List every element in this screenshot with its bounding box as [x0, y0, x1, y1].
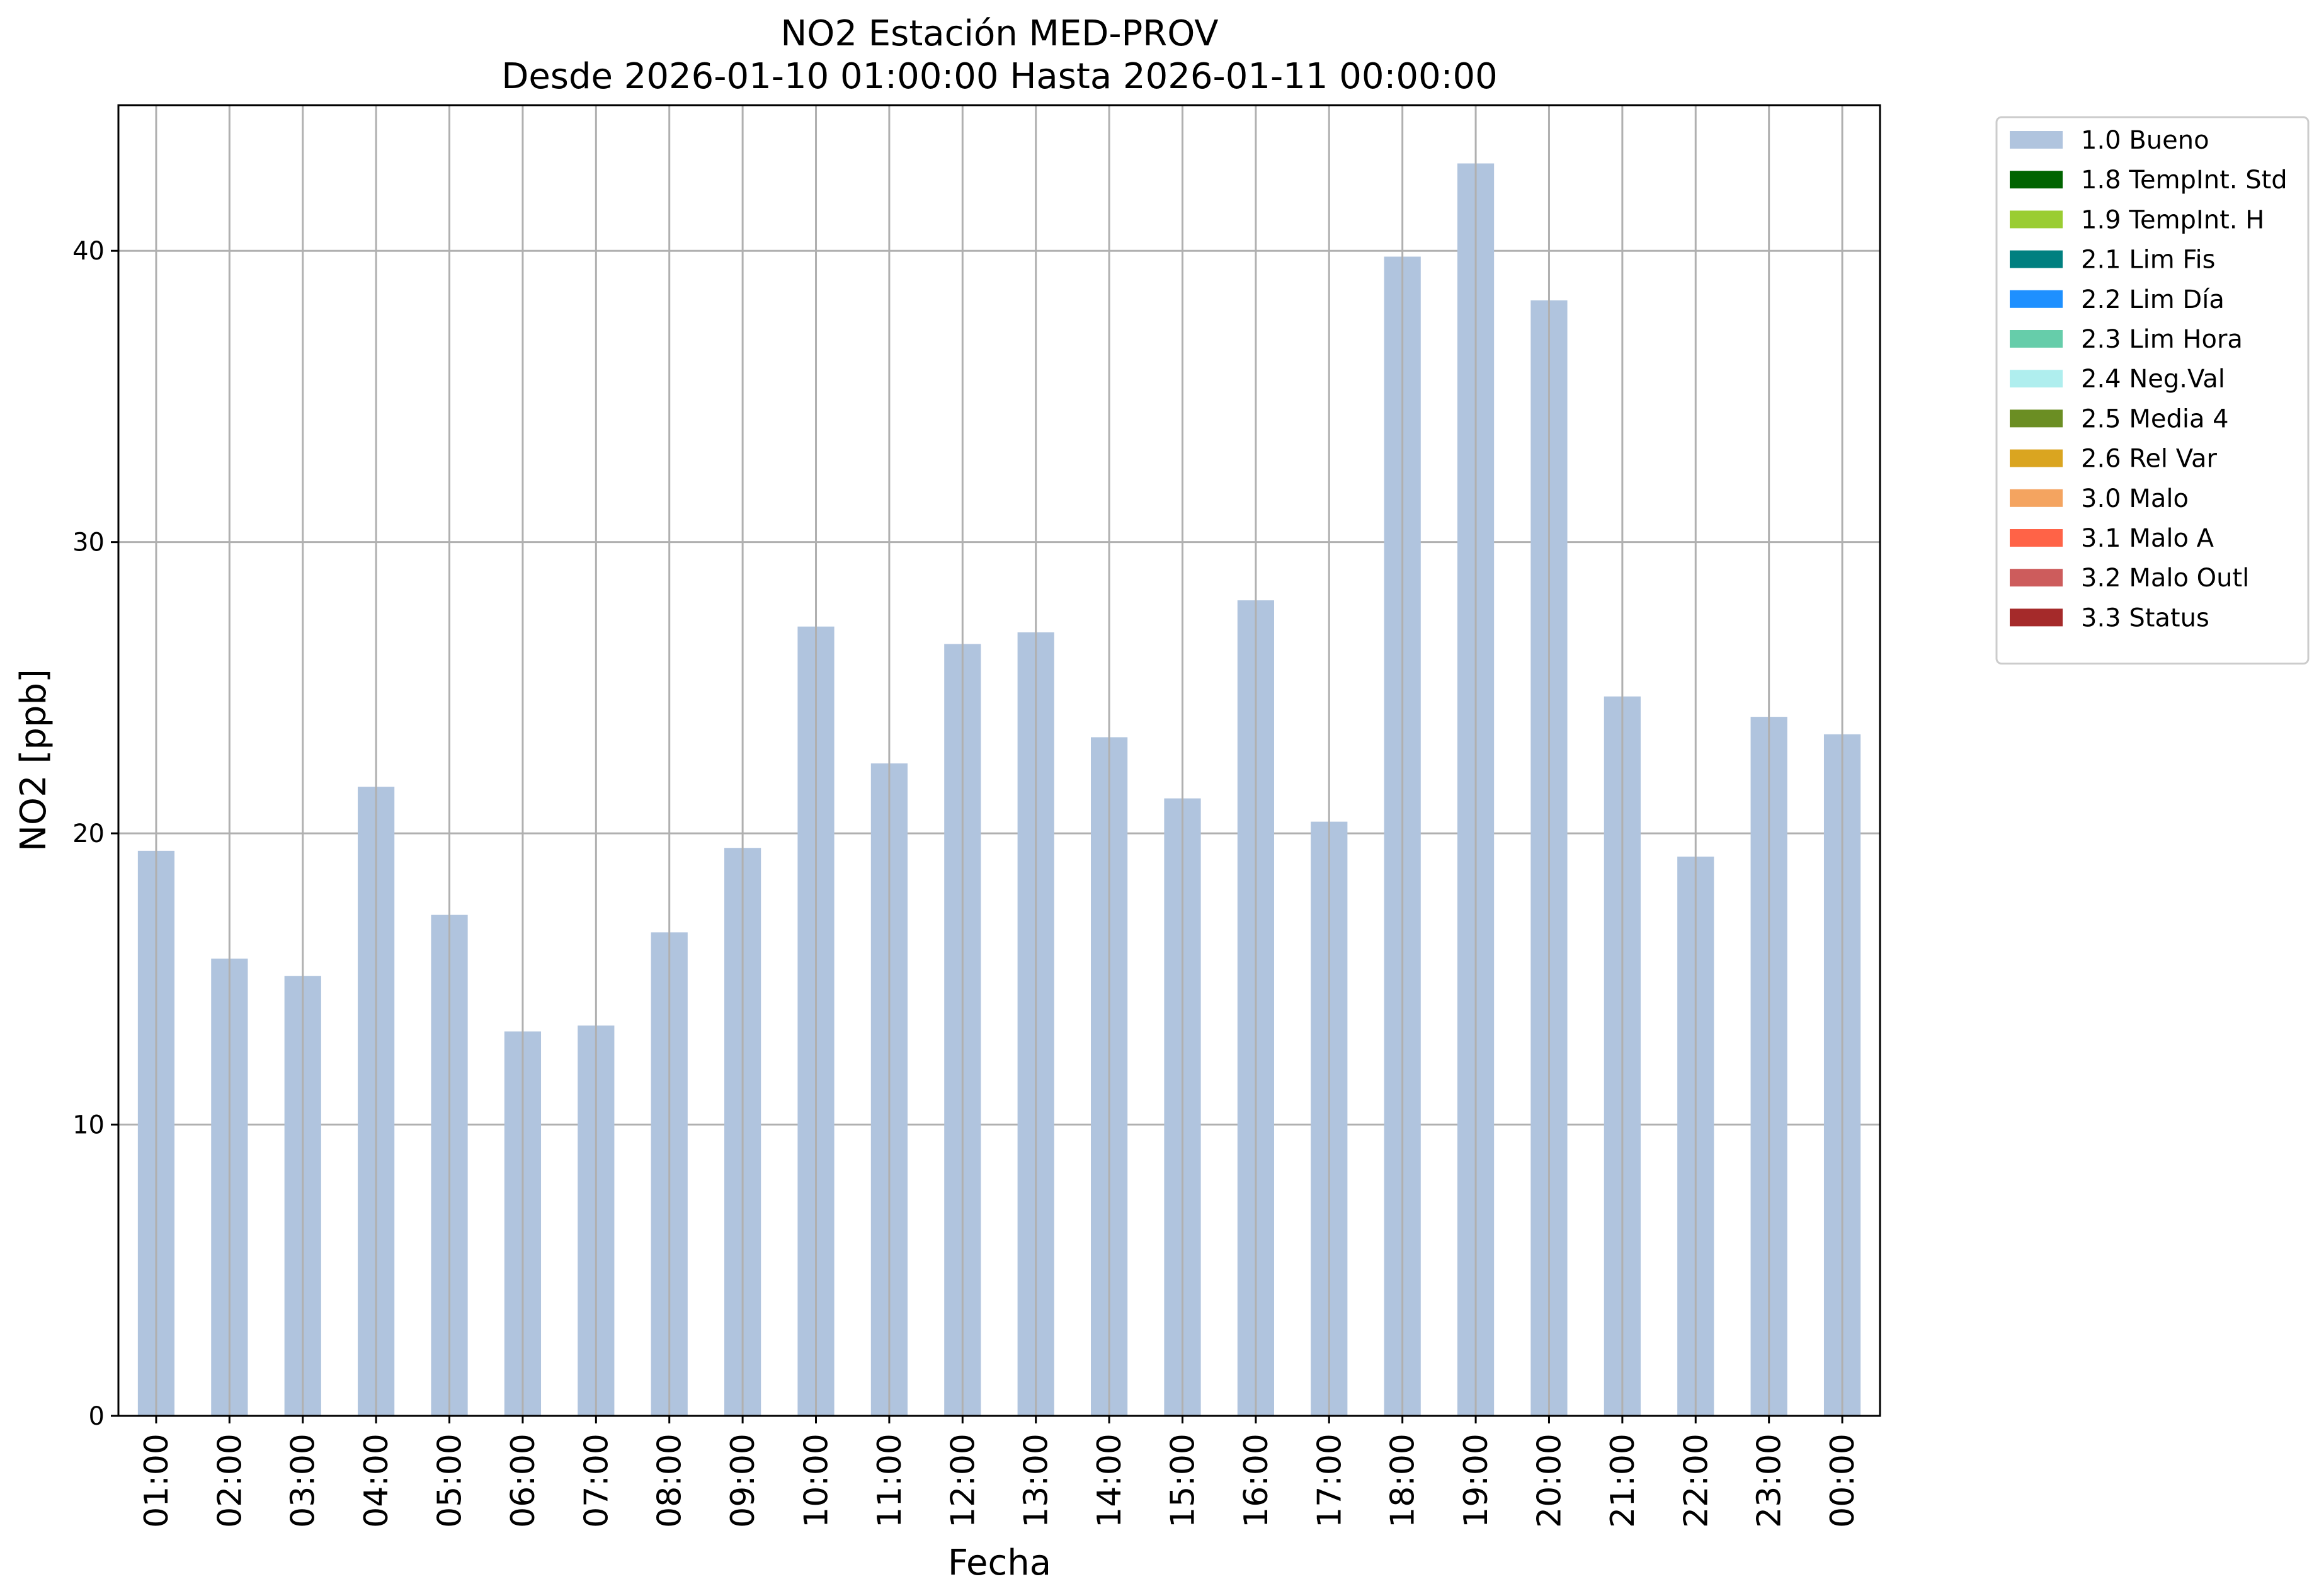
x-tick-label: 12:00 [944, 1434, 982, 1528]
legend-item-label: 2.3 Lim Hora [2081, 325, 2243, 354]
x-tick-label: 18:00 [1384, 1434, 1422, 1528]
legend-item-label: 3.1 Malo A [2081, 524, 2214, 553]
legend-swatch [2010, 131, 2063, 149]
x-tick-label: 08:00 [651, 1434, 689, 1528]
legend-swatch [2010, 250, 2063, 268]
x-tick-label: 03:00 [285, 1434, 322, 1528]
legend-swatch [2010, 210, 2063, 229]
x-tick-label: 13:00 [1018, 1434, 1056, 1528]
plot-frame [117, 104, 1881, 1417]
x-axis-label: Fecha [948, 1542, 1051, 1583]
legend-swatch [2010, 370, 2063, 388]
x-tick-label: 09:00 [724, 1434, 762, 1528]
x-tick-label: 15:00 [1164, 1434, 1202, 1528]
y-tick-label: 30 [72, 528, 105, 557]
legend-item-label: 2.2 Lim Día [2081, 285, 2225, 314]
y-tick-label: 0 [89, 1402, 105, 1431]
x-tick-label: 02:00 [211, 1434, 249, 1528]
x-axis: 01:00 02:00 03:00 04:00 05:00 06:00 07:00 08:00… [138, 1416, 1862, 1528]
legend-swatch [2010, 330, 2063, 348]
y-tick-label: 10 [72, 1111, 105, 1140]
x-tick-label: 21:00 [1604, 1434, 1642, 1528]
bars [137, 163, 1861, 1416]
x-tick-label: 01:00 [138, 1434, 176, 1528]
x-tick-label: 22:00 [1677, 1434, 1715, 1528]
legend-item-label: 3.0 Malo [2081, 484, 2189, 513]
legend-item-label: 2.6 Rel Var [2081, 445, 2218, 474]
y-tick-label: 40 [72, 237, 105, 266]
grid [118, 249, 1880, 1126]
x-tick-label: 17:00 [1311, 1434, 1348, 1528]
legend-item-label: 1.8 TempInt. Std [2081, 166, 2288, 195]
x-tick-label: 05:00 [431, 1434, 469, 1528]
legend-swatch [2010, 449, 2063, 467]
legend-swatch [2010, 290, 2063, 308]
legend: 1.0 Bueno 1.8 TempInt. Std 1.9 TempInt. H 2… [1995, 116, 2310, 665]
x-tick-label: 07:00 [578, 1434, 615, 1528]
x-tick-label: 23:00 [1751, 1434, 1789, 1528]
legend-item-label: 2.1 Lim Fis [2081, 246, 2215, 275]
x-grid [155, 105, 1843, 1416]
x-tick-label: 11:00 [871, 1434, 909, 1528]
x-tick-label: 04:00 [358, 1434, 396, 1528]
x-tick-label: 10:00 [798, 1434, 836, 1528]
x-tick-label: 20:00 [1530, 1434, 1568, 1528]
legend-frame [1995, 116, 2310, 665]
legend-item-label: 2.4 Neg.Val [2081, 365, 2225, 394]
legend-item-label: 1.0 Bueno [2081, 126, 2209, 155]
chart-title: NO2 Estación MED-PROV [780, 13, 1218, 54]
x-tick-label: 00:00 [1824, 1434, 1862, 1528]
y-axis: 0 10 20 30 40 [72, 237, 118, 1431]
legend-item-label: 2.5 Media 4 [2081, 404, 2229, 433]
legend-swatch [2010, 489, 2063, 507]
legend-swatch [2010, 529, 2063, 547]
x-tick-label: 19:00 [1457, 1434, 1495, 1528]
chart-subtitle: Desde 2026-01-10 01:00:00 Hasta 2026-01-… [501, 56, 1498, 97]
legend-item-label: 1.9 TempInt. H [2081, 205, 2264, 234]
legend-item-label: 3.2 Malo Outl [2081, 564, 2249, 593]
legend-swatch [2010, 409, 2063, 428]
y-axis-label: NO2 [ppb] [13, 669, 54, 852]
legend-item-label: 3.3 Status [2081, 603, 2209, 632]
x-tick-label: 06:00 [504, 1434, 542, 1528]
x-tick-label: 14:00 [1091, 1434, 1129, 1528]
y-tick-label: 20 [72, 819, 105, 848]
legend-swatch [2010, 569, 2063, 587]
x-tick-label: 16:00 [1238, 1434, 1275, 1528]
legend-swatch [2010, 171, 2063, 189]
legend-swatch [2010, 608, 2063, 627]
